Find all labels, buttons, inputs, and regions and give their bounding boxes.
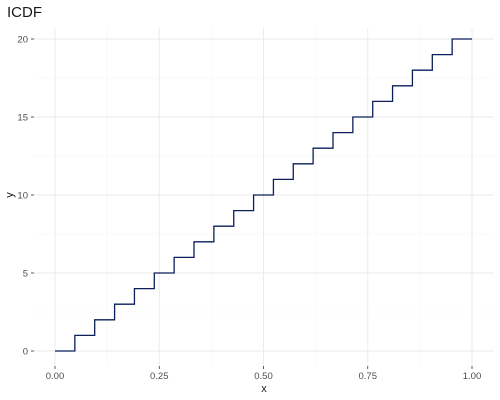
x-tick-label: 1.00	[463, 371, 482, 382]
chart-title: ICDF	[7, 4, 42, 21]
y-tick-label: 10	[17, 190, 28, 201]
major-gridlines	[34, 28, 494, 366]
y-axis-title: y	[4, 192, 16, 198]
y-tick-label: 15	[17, 112, 28, 123]
y-tick-label: 5	[23, 268, 28, 279]
x-tick-label: 0.00	[46, 371, 65, 382]
step-series-line	[55, 38, 472, 352]
x-tick-label: 0.25	[150, 371, 169, 382]
x-axis: 0.00 0.25 0.50 0.75 1.00	[46, 366, 482, 382]
y-tick-label: 0	[23, 346, 28, 357]
y-tick-label: 20	[17, 34, 28, 45]
y-axis: 0 5 10 15 20	[17, 34, 34, 357]
x-tick-label: 0.75	[359, 371, 378, 382]
x-axis-title: x	[261, 383, 267, 395]
x-tick-label: 0.50	[254, 371, 273, 382]
series-layer	[55, 38, 472, 352]
